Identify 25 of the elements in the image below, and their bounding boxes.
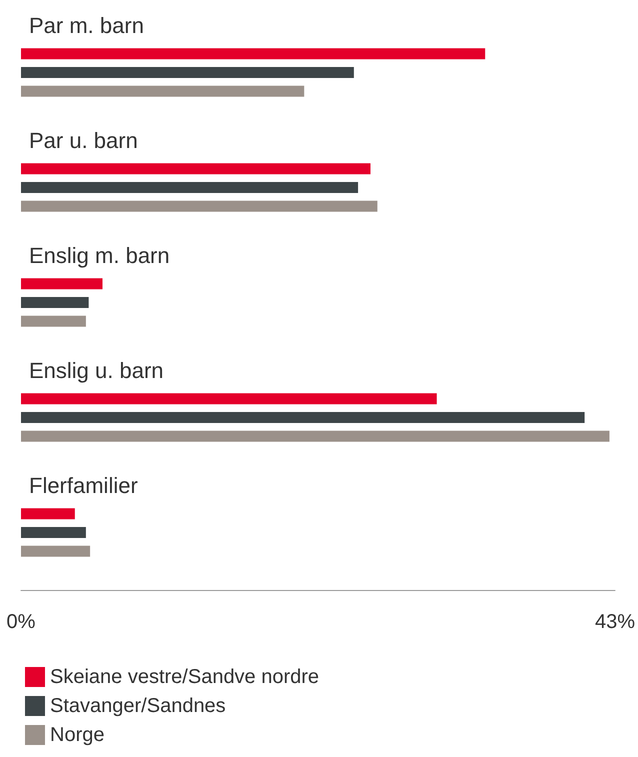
bar (21, 316, 86, 327)
legend-label: Skeiane vestre/Sandve nordre (50, 666, 320, 688)
y-tick-label: Enslig u. barn (29, 358, 164, 383)
bar (21, 278, 102, 290)
y-tick-label: Enslig m. barn (29, 243, 170, 268)
bar (21, 163, 370, 174)
bar (21, 527, 86, 538)
bar (21, 297, 89, 308)
bar (21, 508, 75, 520)
x-tick-label: 43% (594, 611, 636, 633)
legend-label: Stavanger/Sandnes (50, 695, 226, 717)
bar (21, 182, 358, 193)
bar (21, 412, 585, 423)
y-tick-label: Par u. barn (29, 128, 138, 153)
bar (21, 393, 437, 404)
y-tick-label: Par m. barn (29, 13, 144, 38)
bar (21, 86, 304, 97)
bar (21, 430, 610, 442)
x-tick-label: 0% (6, 611, 36, 633)
bar (21, 546, 90, 557)
bar (21, 67, 354, 78)
y-tick-label: Flerfamilier (29, 473, 138, 498)
legend-label: Norge (50, 724, 104, 746)
bar (21, 48, 486, 60)
bar (21, 200, 378, 212)
